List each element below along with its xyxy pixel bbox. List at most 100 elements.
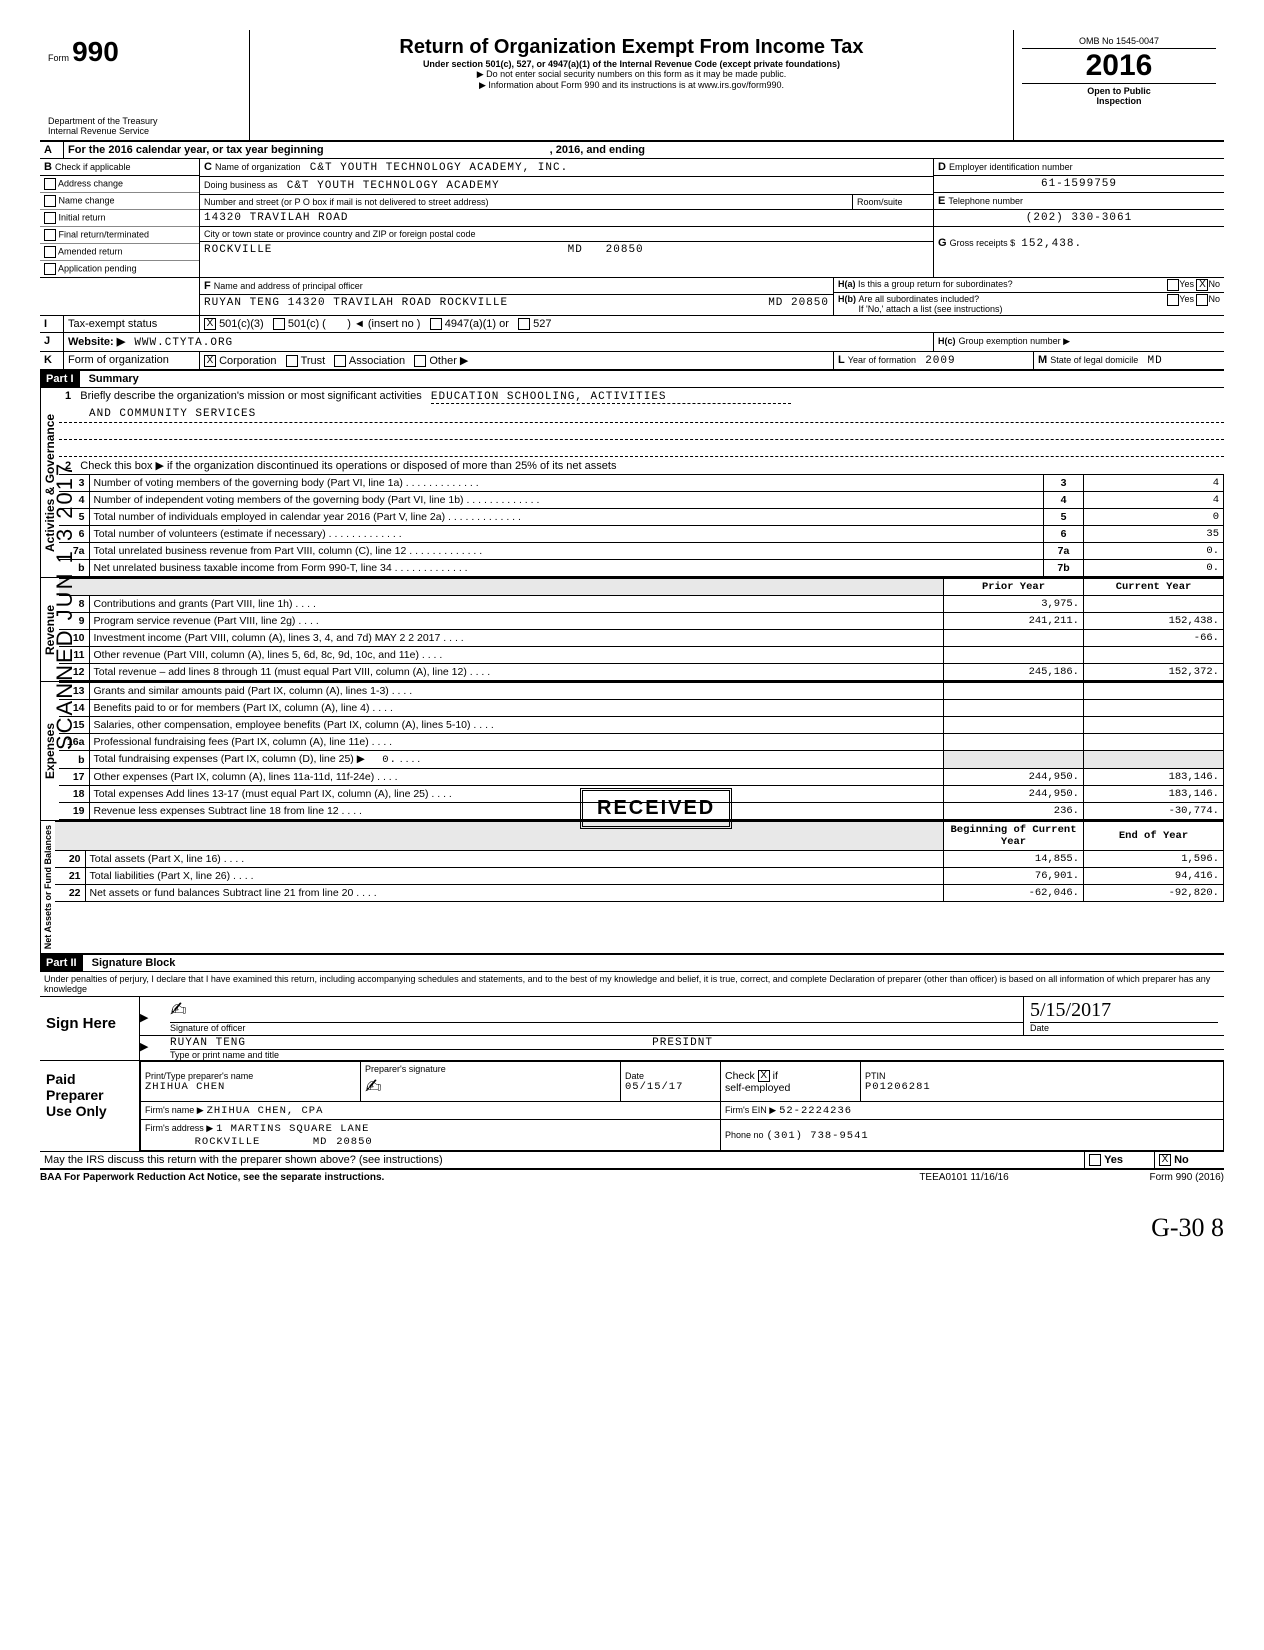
officer-print-name: RUYAN TENG: [170, 1037, 246, 1049]
label-hb: H(b): [838, 294, 856, 314]
check-address[interactable]: [44, 178, 56, 190]
firm-phone: (301) 738-9541: [766, 1130, 868, 1142]
discuss-yes[interactable]: [1089, 1154, 1101, 1166]
part2-header: Part II: [40, 955, 83, 971]
check-other[interactable]: [414, 355, 426, 367]
check-4947[interactable]: [430, 318, 442, 330]
ptin-label: PTIN: [865, 1071, 1219, 1081]
check-label: Address change: [58, 178, 123, 188]
hb-text: Are all subordinates included?: [859, 294, 980, 304]
date-label: Date: [1030, 1022, 1218, 1033]
check-initial[interactable]: [44, 212, 56, 224]
4947-label: 4947(a)(1) or: [445, 318, 509, 330]
hc-text: Group exemption number ▶: [959, 336, 1070, 346]
b-text: Check if applicable: [55, 162, 131, 172]
check-corp[interactable]: X: [204, 355, 216, 367]
label-hc: H(c): [938, 336, 956, 346]
side-activities: Activities & Governance: [40, 388, 59, 577]
type-label: Type or print name and title: [170, 1049, 1224, 1060]
firm-zip: 20850: [336, 1136, 373, 1148]
527-label: 527: [533, 318, 551, 330]
form-header: Form 990 Department of the Treasury Inte…: [40, 30, 1224, 142]
check-501c3[interactable]: X: [204, 318, 216, 330]
form-footer: Form 990 (2016): [1064, 1172, 1224, 1183]
perjury-text: Under penalties of perjury, I declare th…: [40, 972, 1224, 997]
phone-value: (202) 330-3061: [934, 210, 1224, 227]
no-label: No: [1174, 1154, 1189, 1166]
label-b: B: [44, 161, 52, 173]
dba-label: Doing business as: [204, 180, 278, 190]
check-final[interactable]: [44, 229, 56, 241]
prep-date-label: Date: [625, 1071, 716, 1081]
g-text: Gross receipts $: [950, 238, 1016, 248]
mission-text-2: AND COMMUNITY SERVICES: [59, 406, 1224, 423]
ptin-value: P01206281: [865, 1081, 1219, 1093]
firm-state: MD: [313, 1136, 328, 1148]
domicile-value: MD: [1147, 355, 1162, 367]
label-k: K: [40, 352, 64, 369]
check-527[interactable]: [518, 318, 530, 330]
check-label: Initial return: [59, 212, 106, 222]
check-pending[interactable]: [44, 263, 56, 275]
line1-label: Briefly describe the organization's miss…: [80, 390, 421, 402]
form-subtitle: Under section 501(c), 527, or 4947(a)(1)…: [258, 59, 1005, 69]
assoc-label: Association: [349, 355, 405, 367]
label-f: F: [204, 280, 211, 292]
form-title: Return of Organization Exempt From Incom…: [258, 36, 1005, 59]
part1-header: Part I: [40, 371, 80, 387]
hb-no[interactable]: [1196, 294, 1208, 306]
state-value: MD: [568, 244, 583, 256]
j-text: Website: ▶: [68, 336, 125, 348]
firm-name-label: Firm's name ▶: [145, 1105, 204, 1115]
label-d: D: [938, 161, 946, 173]
check-trust[interactable]: [286, 355, 298, 367]
l-text: Year of formation: [848, 355, 916, 365]
501c-label: 501(c) (: [288, 318, 326, 330]
hb-yes[interactable]: [1167, 294, 1179, 306]
check-label: Amended return: [58, 246, 123, 256]
label-m: M: [1038, 354, 1047, 366]
yes-label: Yes: [1179, 294, 1194, 314]
a-mid: , 2016, and ending: [550, 144, 645, 156]
officer-value: RUYAN TENG 14320 TRAVILAH ROAD ROCKVILLE: [204, 297, 508, 309]
label-i: I: [40, 316, 64, 332]
side-revenue: Revenue: [40, 578, 59, 681]
street-address: 14320 TRAVILAH ROAD: [200, 210, 933, 227]
firm-addr-label: Firm's address ▶: [145, 1123, 213, 1133]
firm-city: ROCKVILLE: [195, 1136, 261, 1148]
k-text: Form of organization: [64, 352, 200, 369]
ha-no[interactable]: X: [1196, 279, 1208, 291]
label-g: G: [938, 237, 947, 249]
check-name[interactable]: [44, 195, 56, 207]
ha-yes[interactable]: [1167, 279, 1179, 291]
city-value: ROCKVILLE: [204, 244, 272, 256]
prep-name-label: Print/Type preparer's name: [145, 1071, 356, 1081]
check-amended[interactable]: [44, 246, 56, 258]
mission-text: EDUCATION SCHOOLING, ACTIVITIES: [431, 391, 791, 404]
addr-label: Number and street (or P O box if mail is…: [200, 195, 853, 209]
check-self-employed[interactable]: X: [758, 1070, 770, 1082]
city-label: City or town state or province country a…: [200, 227, 933, 242]
check-assoc[interactable]: [334, 355, 346, 367]
label-ha: H(a): [838, 279, 856, 291]
prep-name: ZHIHUA CHEN: [145, 1081, 356, 1093]
m-text: State of legal domicile: [1050, 355, 1138, 365]
discuss-no[interactable]: X: [1159, 1154, 1171, 1166]
officer-signature: ✍︎: [170, 997, 1023, 1022]
firm-addr1: 1 MARTINS SQUARE LANE: [216, 1123, 369, 1135]
d-text: Employer identification number: [949, 162, 1073, 172]
baa-text: BAA For Paperwork Reduction Act Notice, …: [40, 1172, 864, 1183]
website-value: WWW.CTYTA.ORG: [134, 337, 233, 349]
yes-label: Yes: [1179, 279, 1194, 291]
gross-receipts: 152,438.: [1021, 238, 1082, 250]
zip-value: 20850: [606, 244, 644, 256]
check-label: Final return/terminated: [59, 229, 150, 239]
part2-title: Signature Block: [86, 955, 182, 971]
dept-treasury: Department of the Treasury: [48, 116, 241, 126]
netassets-table: Beginning of Current Year End of Year20 …: [55, 821, 1224, 902]
label-e: E: [938, 195, 945, 207]
label-l: L: [838, 354, 845, 366]
check-501c[interactable]: [273, 318, 285, 330]
year-formed: 2009: [925, 355, 955, 367]
org-name: C&T YOUTH TECHNOLOGY ACADEMY, INC.: [310, 162, 568, 174]
